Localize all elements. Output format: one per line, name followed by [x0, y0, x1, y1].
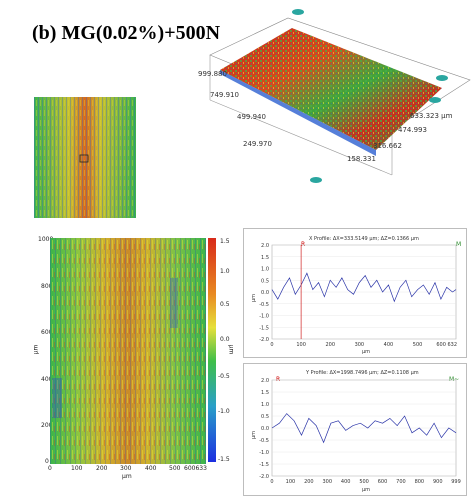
x-tick-label: 400 — [341, 479, 351, 485]
rotate-handle-icon[interactable] — [292, 9, 304, 15]
y-profile-marker-r: R — [276, 376, 281, 383]
x-tick-label: 300 — [322, 479, 332, 485]
y-profile-x-unit: µm — [362, 487, 371, 493]
x-tick-label: 300 — [355, 342, 365, 348]
x-tick-label: 600 — [378, 479, 388, 485]
x-profile-panel: X Profile: ΔX=333.5149 µm; ΔZ=0.1366 µm … — [243, 228, 467, 358]
x-profile-marker-m: M — [456, 241, 462, 248]
y-axis-tick: 249.970 — [243, 140, 272, 148]
heatmap-x-unit: µm — [122, 473, 132, 480]
x-profile-x-unit: µm — [362, 349, 371, 355]
x-tick-label: 0 — [270, 342, 273, 348]
x-tick-label: 700 — [396, 479, 406, 485]
y-tick-label: 2.0 — [261, 243, 269, 249]
profile-series-line — [271, 413, 457, 444]
y-profile-marker-m: M~ — [449, 376, 460, 383]
y-tick-label: 1.5 — [261, 255, 269, 261]
y-tick-label: 0.5 — [261, 414, 269, 420]
x-tick-label: 900 — [433, 479, 443, 485]
x-tick-label: 500 — [413, 342, 423, 348]
heatmap-y-unit: µm — [32, 344, 40, 355]
heatmap-x-tick: 400 — [145, 465, 157, 472]
y-tick-label: 0.0 — [261, 290, 269, 296]
y-tick-label: 1.5 — [261, 390, 269, 396]
x-tick-label: 200 — [304, 479, 314, 485]
surface-thumbnail — [34, 97, 136, 218]
heatmap-x-tick: 200 — [96, 465, 108, 472]
heatmap-x-tick: 0 — [48, 465, 52, 472]
colorbar-tick: -1.0 — [218, 408, 230, 415]
y-tick-label: 1.0 — [261, 267, 269, 273]
colorbar-tick: 0.0 — [220, 336, 230, 343]
rotate-handle-icon[interactable] — [436, 75, 448, 81]
y-axis-tick: 749.910 — [210, 91, 239, 99]
x-tick-label: 999 — [451, 479, 461, 485]
x-tick-label: 100 — [286, 479, 296, 485]
y-tick-label: 0.5 — [261, 278, 269, 284]
x-tick-label: 600 632 — [436, 342, 457, 348]
x-profile-marker-r: R — [301, 241, 306, 248]
y-tick-label: 2.0 — [261, 378, 269, 384]
y-axis-top-label: 999.880 — [198, 70, 227, 78]
y-tick-label: -1.0 — [259, 314, 269, 320]
heatmap-y-tick: 200 — [41, 422, 53, 429]
x-axis-tick: 316.662 — [373, 142, 402, 150]
x-tick-label: 200 — [325, 342, 335, 348]
heatmap-y-tick: 600 — [41, 329, 53, 336]
x-tick-label: 0 — [270, 479, 273, 485]
y-profile-title: Y Profile: ΔX=1998.7496 µm; ΔZ=0.1108 µm — [306, 370, 419, 376]
rotate-handle-icon[interactable] — [310, 177, 322, 183]
heatmap-x-tick: 500 — [169, 465, 181, 472]
surface-texture — [220, 28, 442, 150]
x-tick-label: 500 — [359, 479, 369, 485]
x-tick-label: 800 — [415, 479, 425, 485]
y-tick-label: -1.5 — [259, 325, 269, 331]
y-tick-label: 1.0 — [261, 402, 269, 408]
heatmap-y-tick: 800 — [41, 283, 53, 290]
colorbar — [208, 238, 216, 462]
x-axis-tick: 633.323 µm — [410, 112, 453, 120]
colorbar-tick: 0.5 — [220, 301, 230, 308]
y-tick-label: 0.0 — [261, 426, 269, 432]
figure-title: (b) MG(0.02%)+500N — [32, 22, 221, 44]
x-profile-title: X Profile: ΔX=333.5149 µm; ΔZ=0.1366 µm — [309, 236, 419, 242]
heatmap-y-tick: 0 — [45, 458, 49, 465]
surface-edge-blue — [220, 70, 376, 156]
rotate-handle-icon[interactable] — [429, 97, 441, 103]
colorbar-tick: 1.0 — [220, 268, 230, 275]
y-profile-chart: 2.0 1.5 1.0 0.5 0.0 -0.5 -1.0 -1.5 -2.00 100 200 30… — [259, 378, 461, 485]
y-tick-label: -0.5 — [259, 438, 269, 444]
colorbar-unit: µm — [227, 344, 235, 355]
heatmap-y-tick: 1000 — [38, 236, 54, 243]
y-tick-label: -2.0 — [259, 474, 269, 480]
y-axis-tick: 499.940 — [237, 113, 266, 121]
heatmap-x-tick: 600633 — [184, 465, 207, 472]
colorbar-tick: -1.5 — [218, 456, 230, 463]
profile-series-line — [271, 272, 457, 303]
x-axis-tick: 158.331 — [347, 155, 376, 163]
heatmap-plot — [50, 238, 206, 464]
y-tick-label: -2.0 — [259, 337, 269, 343]
y-tick-label: -1.0 — [259, 450, 269, 456]
heatmap-x-tick: 300 — [120, 465, 132, 472]
colorbar-tick: 1.5 — [220, 238, 230, 245]
heatmap-x-tick: 100 — [71, 465, 83, 472]
y-tick-label: -1.5 — [259, 462, 269, 468]
y-profile-panel: Y Profile: ΔX=1998.7496 µm; ΔZ=0.1108 µm… — [243, 363, 467, 496]
x-tick-label: 100 — [296, 342, 306, 348]
x-profile-chart: 2.0 1.5 1.0 0.5 0.0 -0.5 -1.0 -1.5 -2.00 100 200 30… — [259, 243, 457, 348]
surface-3d-view — [209, 9, 471, 183]
y-tick-label: -0.5 — [259, 302, 269, 308]
heatmap-y-tick: 400 — [41, 376, 53, 383]
colorbar-tick: -0.5 — [218, 373, 230, 380]
x-tick-label: 400 — [384, 342, 394, 348]
x-axis-tick: 474.993 — [398, 126, 427, 134]
